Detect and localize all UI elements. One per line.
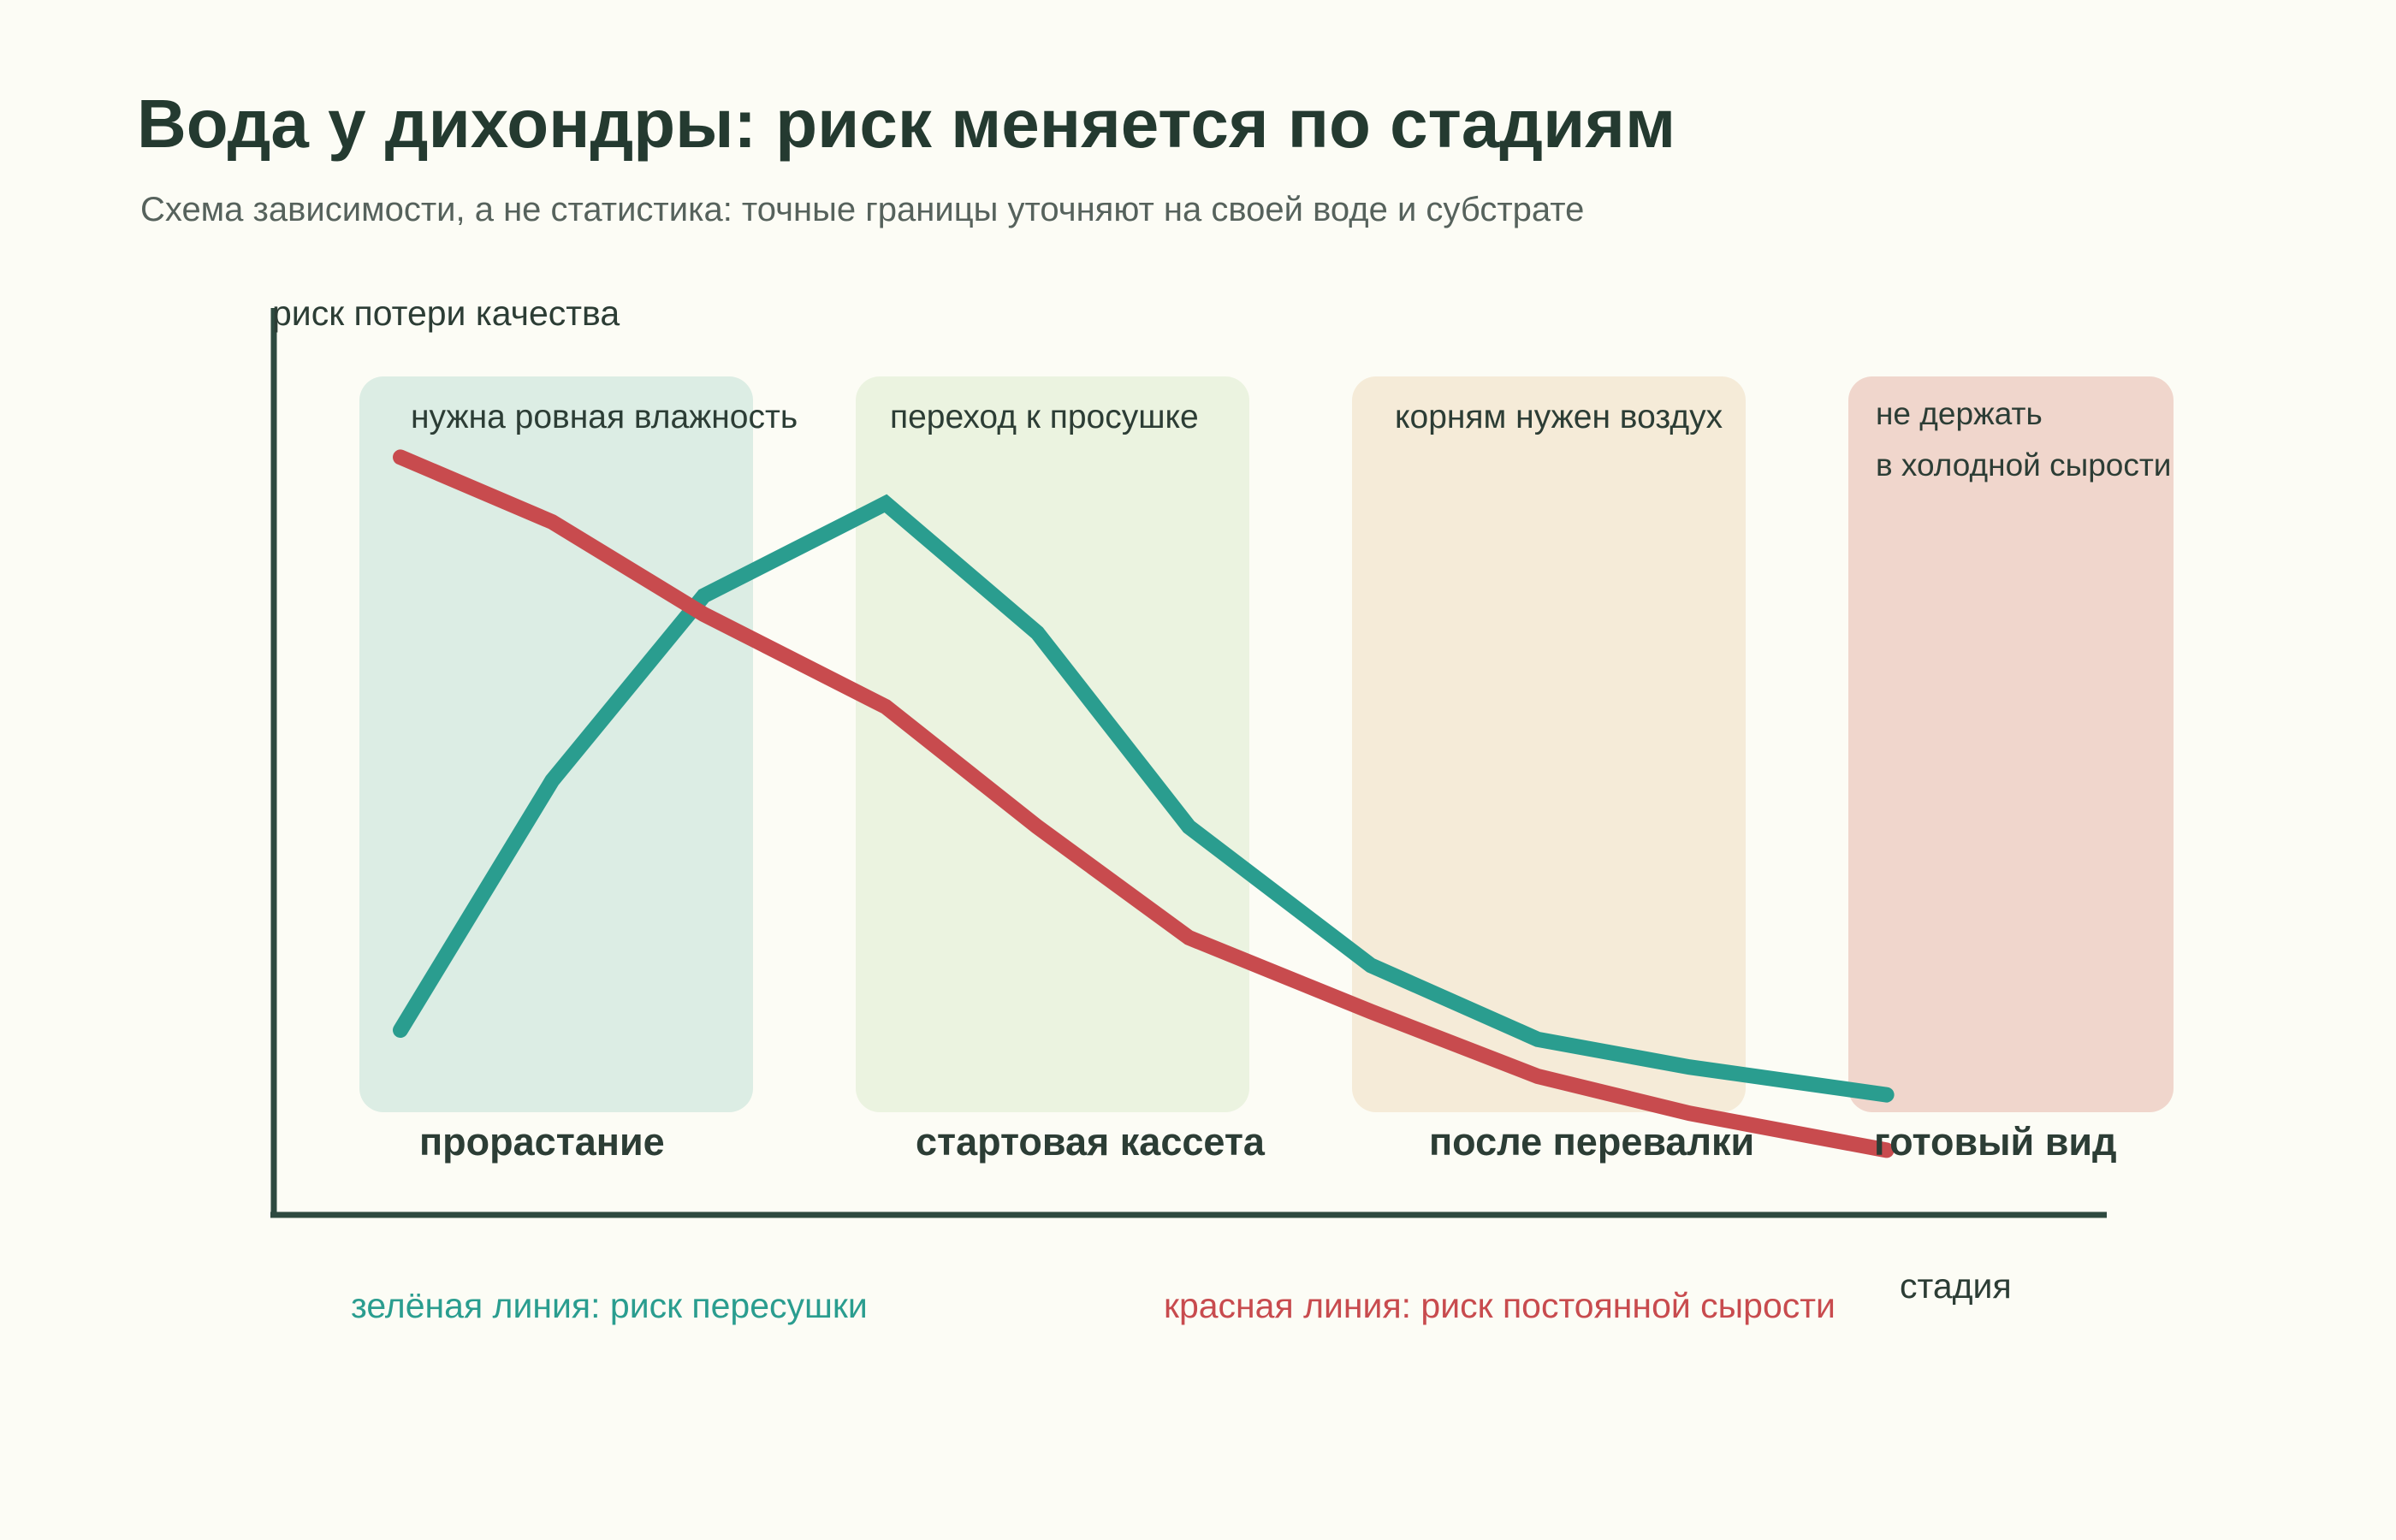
legend-entry: зелёная линия: риск пересушки: [351, 1286, 868, 1325]
series-lines: [393, 449, 1895, 1158]
stage-note: переход к просушке: [890, 399, 1199, 435]
legend-entry: красная линия: риск постоянной сырости: [1164, 1286, 1836, 1325]
stage-labels: прорастание стартовая кассета после перева…: [419, 1120, 2117, 1164]
y-axis-label: риск потери качества: [272, 293, 620, 333]
stage-label: прорастание: [419, 1120, 665, 1164]
stage-label: стартовая кассета: [916, 1120, 1266, 1164]
x-axis-label: стадия: [1900, 1266, 2012, 1306]
stage-band: [1352, 376, 1746, 1112]
stage-band: [856, 376, 1249, 1112]
chart-title: Вода у дихондры: риск меняется по стадия…: [137, 86, 1675, 162]
stage-note: не держать: [1876, 396, 2043, 431]
stage-note: в холодной сырости: [1876, 447, 2171, 483]
legend: зелёная линия: риск пересушки красная лин…: [351, 1286, 1836, 1325]
stage-bands: нужна ровная влажность переход к просушке…: [359, 376, 2174, 1112]
series-line: [393, 449, 1895, 1158]
stage-note: корням нужен воздух: [1395, 399, 1723, 435]
chart-subtitle: Схема зависимости, а не статистика: точн…: [140, 191, 1584, 228]
series-line: [393, 494, 1895, 1103]
stage-band: [1848, 376, 2174, 1112]
stage-note: нужна ровная влажность: [411, 399, 798, 435]
stage-label: после перевалки: [1429, 1120, 1754, 1164]
stage-label: готовый вид: [1874, 1120, 2117, 1164]
